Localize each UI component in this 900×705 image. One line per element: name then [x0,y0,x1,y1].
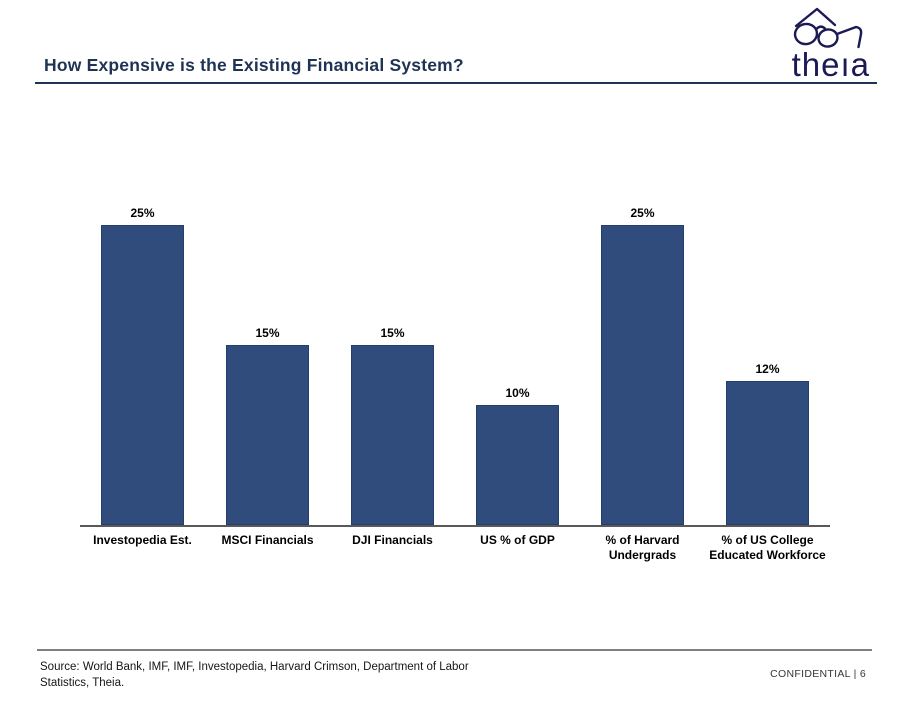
bar [101,225,184,525]
bar-value-label: 25% [630,206,655,220]
bar-column: 12% [705,140,830,525]
bar-column: 25% [80,140,205,525]
category-label: US % of GDP [480,533,555,547]
bar [351,345,434,525]
logo-wordmark: theıa [791,46,870,83]
bar [476,405,559,525]
confidential-page-number: CONFIDENTIAL | 6 [770,668,866,680]
bar-plot: 25% 15% 15% 10% 25% 12% [80,140,830,527]
bar-column: 10% [455,140,580,525]
source-note: Source: World Bank, IMF, IMF, Investoped… [40,661,469,689]
bar-column: 25% [580,140,705,525]
glasses-icon [770,4,870,54]
page-title: How Expensive is the Existing Financial … [44,55,464,75]
category-label: MSCI Financials [221,533,314,547]
bar [726,381,809,525]
category-label: % of Harvard Undergrads [605,533,680,562]
category-axis: Investopedia Est. MSCI Financials DJI Fina… [80,533,830,563]
theia-logo: theıa [770,4,870,81]
bar-column: 15% [330,140,455,525]
bar-value-label: 25% [130,206,155,220]
bar-value-label: 15% [380,326,405,340]
title-underline [35,82,877,84]
bar-column: 15% [205,140,330,525]
bar-value-label: 15% [255,326,280,340]
category-label: Investopedia Est. [93,533,192,547]
bar-value-label: 10% [505,386,530,400]
bar [226,345,309,525]
category-label: DJI Financials [352,533,433,547]
footer-divider [37,649,872,651]
bar-value-label: 12% [755,362,780,376]
bar [601,225,684,525]
category-label: % of US College Educated Workforce [709,533,826,562]
